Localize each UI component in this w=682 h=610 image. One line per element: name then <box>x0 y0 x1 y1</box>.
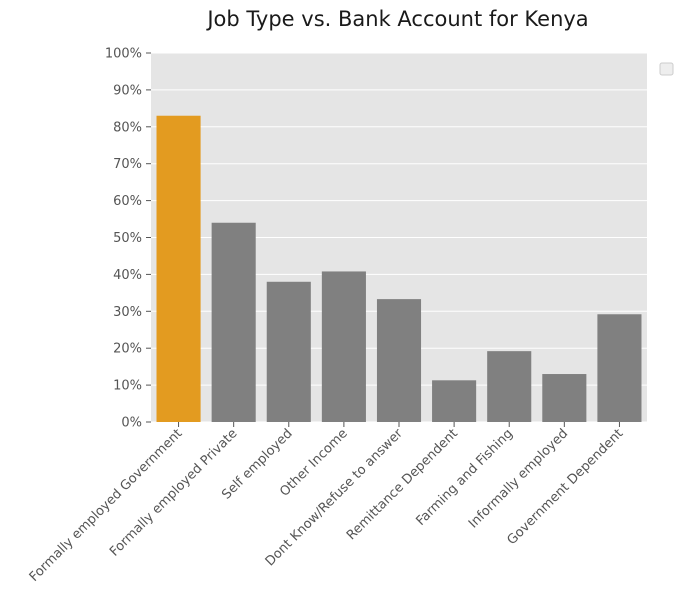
y-tick-label: 40% <box>113 268 142 283</box>
y-tick-label: 70% <box>113 157 142 172</box>
bar-1 <box>211 222 256 422</box>
bar-4 <box>376 299 422 422</box>
y-tick-label: 60% <box>113 194 142 209</box>
y-tick-label: 20% <box>113 342 142 357</box>
y-tick-label: 10% <box>113 379 142 394</box>
bar-2 <box>266 281 311 422</box>
x-tick-label: Government Dependent <box>504 426 626 548</box>
legend-box <box>659 62 674 76</box>
bar-8 <box>597 314 642 422</box>
bar-5 <box>432 380 477 422</box>
x-tick-label: Farming and Fishing <box>413 426 516 529</box>
bar-3 <box>321 271 366 422</box>
x-tick-label: Remittance Dependent <box>344 426 461 543</box>
bar-0 <box>156 115 201 422</box>
bars-group <box>156 115 642 422</box>
y-tick-label: 90% <box>113 83 142 98</box>
x-tick-label: Informally employed <box>466 426 571 531</box>
y-tick-label: 100% <box>105 47 142 62</box>
y-axis: 0% 10% 20% 30% 40% 50% 60% 70% 80% 90% 100% <box>105 47 151 431</box>
y-tick-label: 50% <box>113 231 142 246</box>
y-tick-label: 80% <box>113 120 142 135</box>
bar-7 <box>542 374 587 422</box>
y-tick-label: 30% <box>113 305 142 320</box>
y-tick-label: 0% <box>121 416 142 431</box>
chart-title: Job Type vs. Bank Account for Kenya <box>205 7 588 31</box>
bar-6 <box>487 351 532 422</box>
